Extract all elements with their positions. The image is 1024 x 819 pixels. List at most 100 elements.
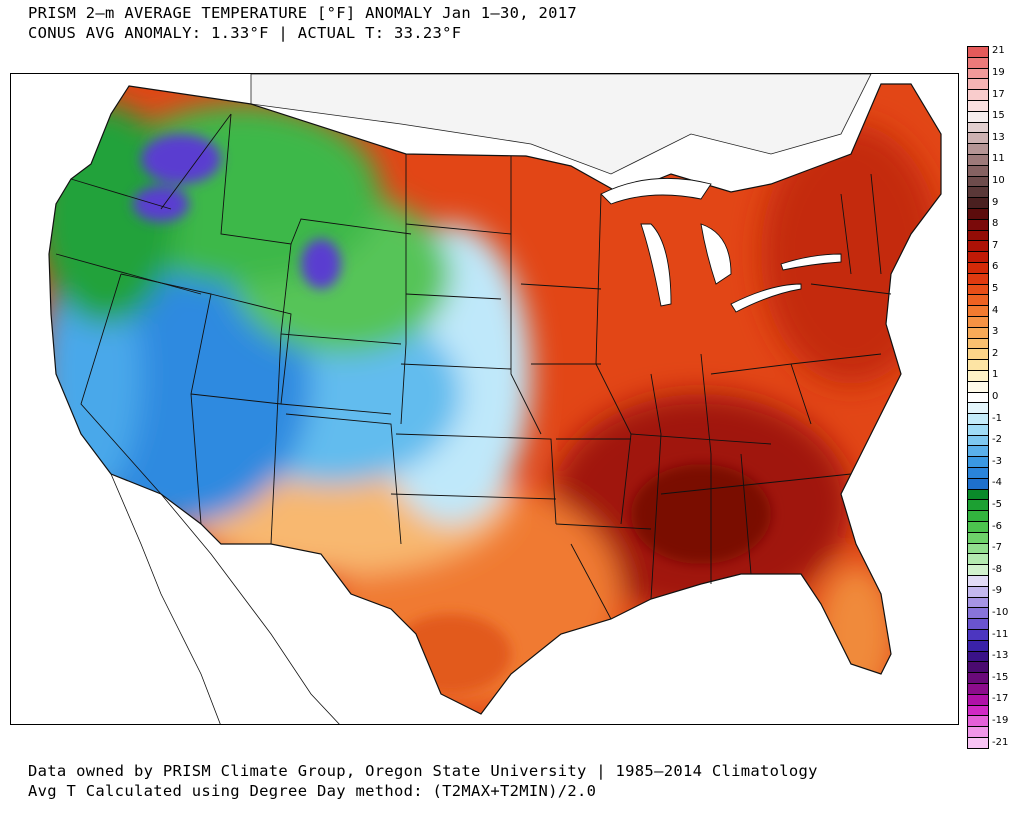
wyoming-cold-core bbox=[301, 239, 341, 289]
legend-swatch bbox=[967, 457, 989, 469]
legend-label: 4 bbox=[992, 304, 999, 316]
legend-swatch bbox=[967, 316, 989, 328]
alabama-georgia-hot-core bbox=[631, 464, 771, 564]
legend-label: -2 bbox=[992, 434, 1002, 446]
legend-swatch bbox=[967, 630, 989, 641]
great-lakes bbox=[600, 177, 842, 313]
lake-huron bbox=[700, 223, 732, 285]
legend-label: 6 bbox=[992, 261, 999, 273]
legend-swatch bbox=[967, 273, 989, 285]
state-boundaries bbox=[48, 83, 942, 715]
legend-label: 7 bbox=[992, 239, 999, 251]
legend-swatch bbox=[967, 46, 989, 58]
legend-label: 2 bbox=[992, 347, 999, 359]
legend-label: -3 bbox=[992, 455, 1002, 467]
legend-swatch bbox=[967, 619, 989, 631]
legend-swatch bbox=[967, 662, 989, 674]
legend-swatch bbox=[967, 198, 989, 209]
legend-label: -8 bbox=[992, 563, 1002, 575]
legend-swatch bbox=[967, 640, 989, 652]
legend-swatch bbox=[967, 219, 989, 231]
legend-swatch bbox=[967, 144, 989, 155]
color-legend bbox=[967, 46, 989, 749]
legend-swatch bbox=[967, 727, 989, 738]
legend-swatch bbox=[967, 165, 989, 177]
legend-label: 11 bbox=[992, 153, 1005, 165]
legend-swatch bbox=[967, 414, 989, 425]
legend-swatch bbox=[967, 586, 989, 598]
legend-swatch bbox=[967, 284, 989, 296]
legend-label: 1 bbox=[992, 369, 999, 381]
legend-label: 8 bbox=[992, 218, 999, 230]
legend-swatch bbox=[967, 608, 989, 620]
legend-label: -19 bbox=[992, 715, 1009, 726]
legend-swatch bbox=[967, 381, 989, 393]
legend-swatch bbox=[967, 90, 989, 101]
legend-swatch bbox=[967, 111, 989, 123]
legend-swatch bbox=[967, 651, 989, 663]
legend-label: 3 bbox=[992, 326, 999, 338]
legend-swatch bbox=[967, 100, 989, 112]
legend-swatch bbox=[967, 424, 989, 436]
legend-swatch bbox=[967, 349, 989, 361]
legend-label: -1 bbox=[992, 412, 1002, 424]
legend-swatch bbox=[967, 511, 989, 523]
legend-label: 5 bbox=[992, 283, 999, 294]
legend-label: 15 bbox=[992, 110, 1005, 122]
legend-swatch bbox=[967, 565, 989, 577]
legend-swatch bbox=[967, 522, 989, 533]
legend-label: -9 bbox=[992, 585, 1002, 597]
legend-label: -7 bbox=[992, 542, 1002, 554]
legend-swatch bbox=[967, 446, 989, 458]
legend-swatch bbox=[967, 79, 989, 91]
legend-swatch bbox=[967, 543, 989, 555]
legend-swatch bbox=[967, 370, 989, 382]
legend-swatch bbox=[967, 468, 989, 479]
legend-swatch bbox=[967, 500, 989, 512]
map-subtitle: CONUS AVG ANOMALY: 1.33°F | ACTUAL T: 33… bbox=[28, 24, 462, 42]
legend-swatch bbox=[967, 295, 989, 307]
legend-swatch bbox=[967, 576, 989, 587]
legend-swatch bbox=[967, 705, 989, 717]
legend-swatch bbox=[967, 673, 989, 685]
footer-attribution: Data owned by PRISM Climate Group, Orego… bbox=[28, 762, 818, 780]
legend-label: 10 bbox=[992, 175, 1005, 186]
legend-swatch bbox=[967, 68, 989, 80]
footer-method: Avg T Calculated using Degree Day method… bbox=[28, 782, 597, 800]
legend-swatch bbox=[967, 489, 989, 501]
lake-erie bbox=[730, 283, 802, 313]
legend-swatch bbox=[967, 306, 989, 317]
legend-label: 9 bbox=[992, 196, 999, 208]
legend-label: -5 bbox=[992, 499, 1002, 510]
legend-swatch bbox=[967, 176, 989, 188]
legend-label: -13 bbox=[992, 650, 1009, 662]
idaho-cold-core bbox=[141, 134, 221, 184]
legend-swatch bbox=[967, 532, 989, 544]
legend-label: 0 bbox=[992, 391, 999, 402]
idaho-cold-core-2 bbox=[133, 186, 189, 222]
legend-label: -11 bbox=[992, 628, 1009, 640]
lake-superior bbox=[600, 177, 712, 205]
legend-swatch bbox=[967, 684, 989, 695]
map-canvas bbox=[11, 74, 958, 724]
legend-label: -15 bbox=[992, 671, 1009, 683]
legend-swatch bbox=[967, 597, 989, 609]
legend-swatch bbox=[967, 252, 989, 263]
legend-swatch bbox=[967, 133, 989, 145]
legend-label: 21 bbox=[992, 45, 1005, 57]
legend-label: 13 bbox=[992, 131, 1005, 143]
legend-swatch bbox=[967, 478, 989, 490]
lake-ontario bbox=[780, 253, 842, 271]
legend-swatch bbox=[967, 230, 989, 242]
legend-label: -17 bbox=[992, 693, 1009, 705]
lake-michigan bbox=[640, 223, 672, 307]
legend-swatch bbox=[967, 208, 989, 220]
legend-swatch bbox=[967, 435, 989, 447]
legend-label: -4 bbox=[992, 477, 1002, 489]
map-title: PRISM 2–m AVERAGE TEMPERATURE [°F] ANOMA… bbox=[28, 4, 578, 22]
legend-swatch bbox=[967, 403, 989, 415]
legend-swatch bbox=[967, 262, 989, 274]
legend-swatch bbox=[967, 694, 989, 706]
legend-swatch bbox=[967, 392, 989, 404]
canada-landmass bbox=[250, 74, 872, 175]
